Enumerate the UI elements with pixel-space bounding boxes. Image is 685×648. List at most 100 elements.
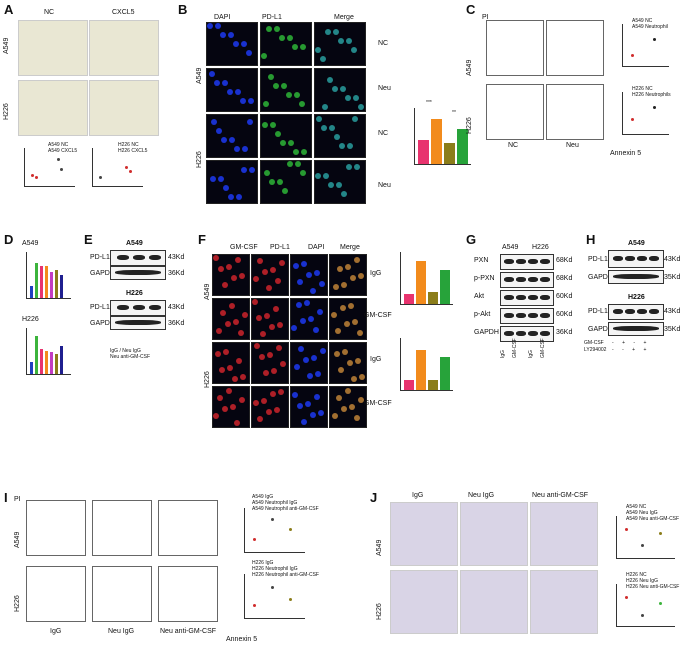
- cell-spot: [274, 26, 280, 32]
- cell-spot: [304, 300, 310, 306]
- col-label-igg: IgG: [50, 628, 62, 635]
- cell-spot: [218, 266, 224, 272]
- band: [528, 295, 538, 300]
- band: [637, 256, 647, 261]
- bar: [457, 129, 468, 164]
- h-label-gapdh: GAPDH: [588, 326, 613, 333]
- cell-spot: [235, 257, 241, 263]
- e-kd36: 36Kd: [168, 270, 185, 277]
- g-blot-row: [500, 308, 554, 324]
- cell-spot: [273, 83, 279, 89]
- cell-spot: [332, 86, 338, 92]
- fluorescence-image: [251, 254, 289, 296]
- cell-spot: [221, 137, 227, 143]
- g-col-a549: A549: [502, 244, 519, 251]
- cell-spot: [341, 406, 347, 412]
- fluorescence-image: [251, 298, 289, 340]
- flow-plot-h226-neu: [546, 84, 604, 140]
- cell-spot: [220, 32, 226, 38]
- h-title-h226: H226: [628, 294, 645, 301]
- cell-spot: [263, 370, 269, 376]
- cell-spot: [323, 173, 329, 179]
- panel-label-j: J: [370, 490, 378, 505]
- bar: [440, 270, 450, 304]
- row-label-neu: Neu: [378, 85, 391, 92]
- flow-plot-a549-igg: [26, 500, 86, 556]
- cell-spot: [207, 23, 213, 29]
- cell-spot: [293, 263, 299, 269]
- cell-spot: [216, 328, 222, 334]
- band: [540, 295, 550, 300]
- col-label-neuigg: Neu IgG: [468, 492, 495, 499]
- c-legend2: H226 NC H226 Neutrophils: [632, 86, 671, 98]
- micrograph-a549-neuanti: [530, 502, 598, 566]
- dot: [631, 118, 634, 121]
- cell-spot: [297, 279, 303, 285]
- micrograph-a549-nc: [18, 20, 88, 76]
- flow-plot-a549-neuanti: [158, 500, 218, 556]
- cell-spot: [320, 348, 326, 354]
- col-label-igg: IgG: [412, 492, 424, 499]
- cell-spot: [299, 101, 305, 107]
- panel-label-g: G: [466, 232, 477, 247]
- micrograph-h226-cxcl5: [89, 80, 159, 136]
- col-label-neuigg: Neu IgG: [108, 628, 135, 635]
- i-chart-h226: [244, 574, 305, 619]
- panel-label-f: F: [198, 232, 206, 247]
- g-kd: 68Kd: [556, 257, 573, 264]
- cell-spot: [301, 419, 307, 425]
- cell-spot: [294, 92, 300, 98]
- dot: [57, 158, 60, 161]
- micrograph-h226-neuigg: [460, 570, 528, 634]
- cell-spot: [322, 104, 328, 110]
- fluorescence-image: [329, 298, 367, 340]
- a-legend2: H226 NC H226 CXCL5: [118, 142, 148, 154]
- g-lane: IgG: [528, 349, 534, 358]
- cell-spot: [336, 182, 342, 188]
- cell-spot: [263, 101, 269, 107]
- c-legend1: A549 NC A549 Neutrophil: [632, 18, 668, 30]
- e-blot-h226-pdl1: [110, 300, 166, 316]
- fluorescence-image: [206, 114, 258, 158]
- cell-spot: [310, 288, 316, 294]
- cell-spot: [288, 140, 294, 146]
- fluorescence-image: [206, 22, 258, 66]
- dot: [625, 596, 628, 599]
- cell-spot: [315, 371, 321, 377]
- flow-plot-h226-neuigg: [92, 566, 152, 622]
- cell-spot: [233, 319, 239, 325]
- cell-spot: [291, 325, 297, 331]
- cell-spot: [256, 315, 262, 321]
- bar: [30, 362, 33, 374]
- cell-spot: [347, 143, 353, 149]
- cell-spot: [271, 368, 277, 374]
- cell-spot: [236, 194, 242, 200]
- cell-spot: [342, 349, 348, 355]
- g-blot-row: [500, 254, 554, 270]
- b-bar-chart: [414, 108, 471, 165]
- panel-label-d: D: [4, 232, 14, 247]
- cell-spot: [320, 56, 326, 62]
- dot: [253, 538, 256, 541]
- col-label-cxcl5: CXCL5: [112, 9, 135, 16]
- h-label-ly: LY294002: [584, 347, 607, 353]
- row-label-nc: NC: [378, 40, 389, 47]
- fluorescence-image: [290, 342, 328, 384]
- cell-spot: [350, 275, 356, 281]
- cell-spot: [332, 413, 338, 419]
- cell-spot: [242, 146, 248, 152]
- band: [613, 326, 659, 331]
- band: [504, 313, 514, 318]
- cell-spot: [253, 400, 259, 406]
- h-kd35: 35Kd: [664, 326, 681, 333]
- cell-spot: [268, 74, 274, 80]
- e-blot-a549-gapdh: [110, 266, 166, 280]
- dot: [641, 614, 644, 617]
- cell-spot: [274, 407, 280, 413]
- d-title-h226: H226: [22, 316, 39, 323]
- cell-spot: [270, 267, 276, 273]
- bar: [45, 351, 48, 374]
- bar: [444, 143, 455, 164]
- g-lane: GM-CSF: [540, 338, 546, 358]
- cell-spot: [287, 161, 293, 167]
